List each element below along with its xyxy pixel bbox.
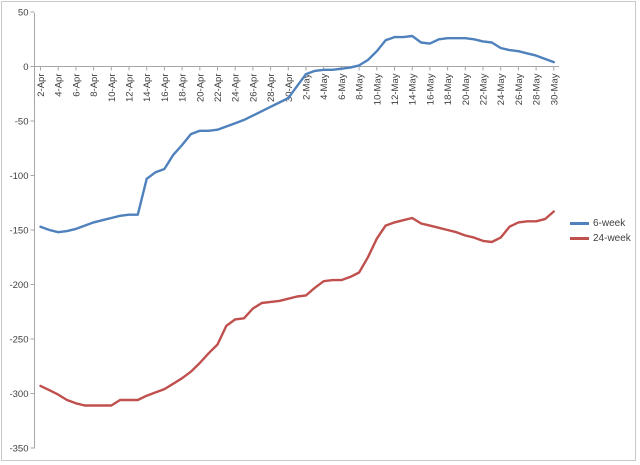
x-axis-label: 28-May [532, 73, 543, 105]
x-axis-label: 14-Apr [142, 74, 153, 103]
x-axis-label: 8-Apr [89, 74, 100, 97]
y-axis-label: 50 [18, 8, 29, 19]
x-axis-label: 22-Apr [213, 74, 224, 103]
x-axis-label: 6-Apr [71, 74, 82, 97]
x-axis-label: 24-May [496, 73, 507, 105]
legend-item-24-week[interactable]: 24-week [570, 231, 631, 246]
x-axis-label: 4-May [319, 73, 330, 100]
legend: 6-week 24-week [570, 216, 631, 246]
x-axis-label: 16-Apr [160, 74, 171, 103]
y-axis-label: -200 [9, 280, 28, 291]
x-axis-label: 2-Apr [36, 74, 47, 97]
x-axis-label: 24-Apr [231, 74, 242, 103]
x-axis-label: 20-Apr [195, 74, 206, 103]
y-axis-label: -300 [9, 389, 28, 400]
series-line-6-week[interactable] [39, 34, 555, 234]
legend-label: 24-week [593, 233, 631, 244]
x-axis-label: 4-Apr [54, 74, 65, 97]
x-axis-label: 20-May [461, 73, 472, 105]
y-axis-label: -250 [9, 335, 28, 346]
legend-label: 6-week [593, 218, 626, 229]
x-axis-label: 14-May [408, 73, 419, 105]
series-line-24-week[interactable] [39, 210, 555, 407]
y-axis-label: -350 [9, 444, 28, 455]
legend-line-sample-red [570, 237, 589, 240]
x-axis-label: 12-May [390, 73, 401, 105]
y-axis-label: 0 [23, 62, 28, 73]
x-axis-label: 28-Apr [266, 74, 277, 103]
x-axis-label: 18-May [443, 73, 454, 105]
x-axis-label: 22-May [479, 73, 490, 105]
y-axis-label: -150 [9, 226, 28, 237]
x-axis-label: 8-May [355, 73, 366, 100]
legend-line-sample-blue [570, 222, 589, 225]
x-axis-label: 30-May [549, 73, 560, 105]
x-axis-label: 10-May [372, 73, 383, 105]
legend-item-6-week[interactable]: 6-week [570, 216, 631, 231]
x-axis-label: 26-May [514, 73, 525, 105]
x-axis-label: 30-Apr [284, 74, 295, 103]
x-axis-label: 6-May [337, 73, 348, 100]
y-axis-label: -100 [9, 171, 28, 182]
x-axis-label: 2-May [302, 73, 313, 100]
x-axis-label: 10-Apr [107, 74, 118, 103]
x-axis-label: 16-May [425, 73, 436, 105]
x-axis-label: 12-Apr [125, 74, 136, 103]
y-axis-label: -50 [15, 117, 29, 128]
x-axis-label: 18-Apr [178, 74, 189, 103]
x-axis-label: 26-Apr [248, 74, 259, 103]
